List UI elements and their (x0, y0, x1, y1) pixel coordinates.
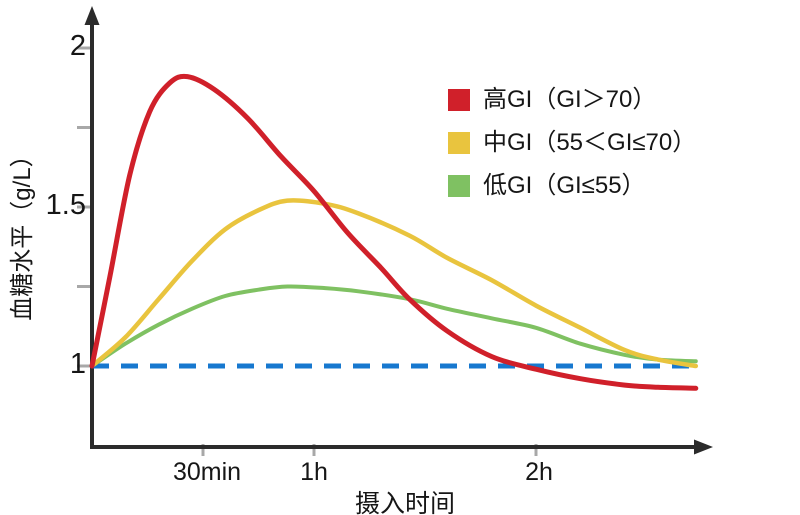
x-axis-title: 摄入时间 (354, 490, 456, 515)
x-tick-label-30min: 30min (172, 458, 242, 486)
y-tick-label-2: 2 (69, 30, 86, 63)
legend: 高GI（GI＞70） 中GI（55＜GI≤70） 低GI（GI≤55） (448, 88, 696, 217)
legend-swatch-low-gi-icon (448, 174, 470, 197)
y-tick-label-1: 1 (69, 348, 86, 381)
x-tick-label-1h: 1h (300, 458, 328, 486)
legend-label-high-gi: 高GI（GI＞70） (483, 86, 657, 113)
legend-swatch-mid-gi-icon (448, 131, 470, 154)
legend-item-mid-gi: 中GI（55＜GI≤70） (448, 129, 697, 156)
legend-swatch-high-gi-icon (448, 88, 470, 111)
x-tick-label-2h: 2h (525, 458, 553, 486)
legend-item-low-gi: 低GI（GI≤55） (448, 172, 696, 199)
legend-label-low-gi: 低GI（GI≤55） (483, 172, 646, 199)
legend-label-mid-gi: 中GI（55＜GI≤70） (483, 129, 697, 156)
y-tick-label-1-5: 1.5 (45, 189, 86, 222)
legend-item-high-gi: 高GI（GI＞70） (448, 86, 696, 113)
y-axis-title: 血糖水平（g/L） (9, 143, 36, 321)
